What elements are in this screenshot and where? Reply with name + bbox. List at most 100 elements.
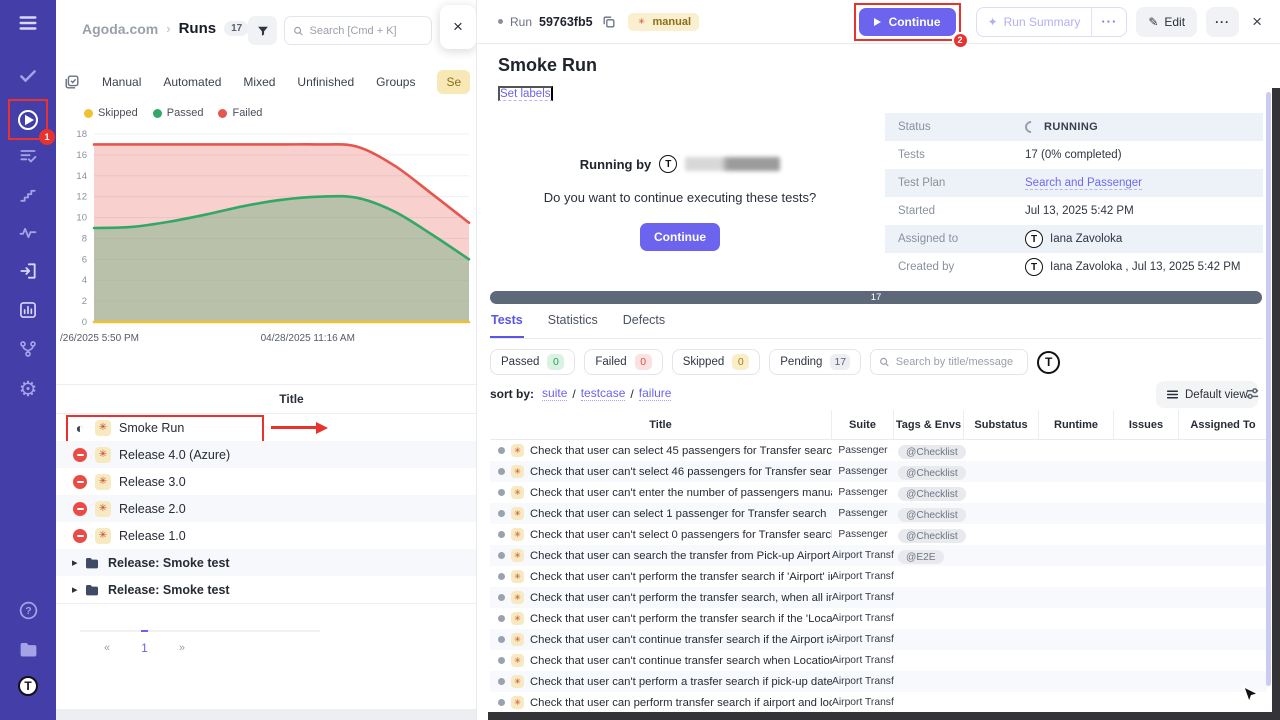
assignee-filter-avatar[interactable]: T — [1037, 350, 1061, 374]
test-list-icon[interactable] — [0, 146, 56, 166]
sign-in-icon[interactable] — [0, 261, 56, 281]
run-row[interactable]: ◐ ▸ ✳ Release: Smoke test — [56, 576, 476, 603]
status-filter-pill[interactable]: Skipped 0 — [671, 349, 761, 375]
current-page[interactable]: 1 — [141, 630, 148, 655]
blurred-username — [685, 157, 781, 171]
continue-button[interactable]: Continue — [858, 7, 956, 36]
smoke-test-icon: ✳ — [511, 633, 524, 646]
sort-option-link[interactable]: suite — [542, 386, 568, 401]
scrollbar[interactable] — [1266, 92, 1271, 686]
tests-search-input[interactable] — [895, 356, 1020, 368]
test-row[interactable]: ✳ Check that user can perform transfer s… — [490, 692, 1267, 713]
run-row[interactable]: ◐ ▸ ✳ Release 3.0 — [56, 468, 476, 495]
runs-search[interactable] — [284, 16, 432, 45]
git-branch-icon[interactable] — [0, 339, 56, 359]
run-row[interactable]: ◐ ▸ ✳ Release 1.0 — [56, 522, 476, 549]
column-header-tags[interactable]: Tags & Envs — [894, 410, 964, 439]
copy-icon[interactable] — [600, 13, 618, 31]
set-labels-link[interactable]: Set labels — [498, 86, 553, 101]
runs-filter-tab[interactable]: Mixed — [243, 75, 276, 89]
pencil-icon: ✎ — [1148, 14, 1159, 29]
run-row[interactable]: ◐ ▸ ✳ Release 4.0 (Azure) — [56, 441, 476, 468]
tests-table: Title Suite Tags & Envs Substatus Runtim… — [490, 410, 1267, 713]
runs-search-input[interactable] — [309, 24, 423, 37]
test-row[interactable]: ✳ Check that user can't select 0 passeng… — [490, 524, 1267, 545]
legend-item[interactable]: Skipped — [84, 107, 138, 119]
test-row[interactable]: ✳ Check that user can't perform a trasfe… — [490, 671, 1267, 692]
status-filter-pill[interactable]: Passed 0 — [490, 349, 576, 375]
detail-tab[interactable]: Tests — [490, 313, 524, 338]
run-row[interactable]: ◐ ▸ ✳ Smoke Run — [56, 414, 476, 443]
test-row[interactable]: ✳ Check that user can't continue transfe… — [490, 629, 1267, 650]
smoke-run-icon: ✳ — [95, 419, 111, 436]
help-icon[interactable]: ? — [0, 600, 56, 621]
breadcrumb-project[interactable]: Agoda.com — [82, 20, 159, 37]
select-all-icon[interactable] — [64, 74, 80, 90]
column-header-substatus[interactable]: Substatus — [964, 410, 1039, 439]
sort-option-link[interactable]: testcase — [580, 386, 626, 401]
status-filter-pill[interactable]: Failed 0 — [584, 349, 663, 375]
column-header-title[interactable]: Title — [490, 410, 832, 439]
activity-pulse-icon[interactable] — [0, 223, 56, 243]
runs-play-icon[interactable] — [0, 108, 56, 132]
runs-filter-tab[interactable]: Groups — [376, 75, 416, 89]
menu-icon[interactable] — [0, 12, 56, 34]
column-header-assigned[interactable]: Assigned To — [1190, 418, 1256, 431]
summary-more-button[interactable]: ··· — [1092, 14, 1126, 29]
test-row[interactable]: ✳ Check that user can select 1 passenger… — [490, 503, 1267, 524]
view-settings-icon[interactable] — [1245, 386, 1260, 404]
test-row[interactable]: ✳ Check that user can search the transfe… — [490, 545, 1267, 566]
test-row[interactable]: ✳ Check that user can't perform the tran… — [490, 608, 1267, 629]
steps-icon[interactable] — [0, 185, 56, 205]
test-row[interactable]: ✳ Check that user can select 45 passenge… — [490, 440, 1267, 461]
default-view-button[interactable]: Default view — [1156, 381, 1258, 408]
prompt-continue-button[interactable]: Continue — [640, 223, 720, 251]
bar-chart-icon[interactable] — [0, 300, 56, 320]
legend-item[interactable]: Passed — [152, 107, 203, 119]
sort-option-link[interactable]: failure — [638, 386, 672, 401]
annotation-badge-2: 2 — [951, 31, 969, 49]
runs-filter-tab[interactable]: Manual — [102, 75, 142, 89]
test-row[interactable]: ✳ Check that user can't enter the number… — [490, 482, 1267, 503]
checkmark-icon[interactable] — [0, 66, 56, 86]
runs-filter-tab[interactable]: Automated — [163, 75, 222, 89]
folder-icon[interactable] — [0, 639, 56, 660]
failed-status-icon — [73, 501, 87, 516]
more-button[interactable]: ··· — [1206, 6, 1240, 37]
panel-close-button[interactable]: × — [440, 5, 476, 49]
expand-caret-icon[interactable]: ▸ — [72, 557, 78, 569]
next-page-button[interactable]: » — [179, 632, 185, 655]
settings-gear-icon[interactable]: ⚙ — [18, 378, 38, 401]
breadcrumb: Agoda.com › Runs 17 — [82, 20, 250, 37]
test-row[interactable]: ✳ Check that user can't continue transfe… — [490, 650, 1267, 671]
column-header-runtime[interactable]: Runtime — [1039, 410, 1114, 439]
runs-filter-tab[interactable]: Unfinished — [297, 75, 355, 89]
user-avatar[interactable]: T — [0, 676, 56, 696]
run-row[interactable]: ◐ ▸ ✳ Release: Smoke test — [56, 549, 476, 576]
status-filters: Passed 0 Failed 0 Skipped 0 Pending — [490, 349, 1061, 375]
close-detail-button[interactable]: × — [1248, 12, 1266, 32]
run-row[interactable]: ◐ ▸ ✳ Release 2.0 — [56, 495, 476, 522]
legend-item[interactable]: Failed — [218, 107, 262, 119]
test-row[interactable]: ✳ Check that user can't perform the tran… — [490, 566, 1267, 587]
status-filter-pill[interactable]: Pending 17 — [769, 349, 862, 375]
tests-search[interactable] — [870, 349, 1029, 375]
detail-tab[interactable]: Statistics — [547, 313, 599, 338]
smoke-test-icon: ✳ — [511, 675, 524, 688]
detail-tab[interactable]: Defects — [622, 313, 666, 338]
column-header-issues[interactable]: Issues — [1114, 410, 1179, 439]
continue-question: Do you want to continue executing these … — [543, 190, 817, 205]
expand-caret-icon[interactable]: ▸ — [72, 584, 78, 596]
test-title: Check that user can't perform the transf… — [530, 570, 832, 583]
edit-button[interactable]: ✎ Edit — [1136, 6, 1198, 37]
svg-text:10: 10 — [76, 213, 87, 224]
column-header-suite[interactable]: Suite — [832, 410, 894, 439]
breadcrumb-page[interactable]: Runs — [178, 20, 217, 37]
runs-filter-tab[interactable]: Se — [437, 70, 471, 94]
filter-button[interactable] — [248, 16, 277, 45]
test-row[interactable]: ✳ Check that user can't perform the tran… — [490, 587, 1267, 608]
tests-table-header: Title Suite Tags & Envs Substatus Runtim… — [490, 410, 1267, 440]
test-row[interactable]: ✳ Check that user can't select 46 passen… — [490, 461, 1267, 482]
prev-page-button[interactable]: « — [104, 632, 110, 655]
run-summary-button[interactable]: ✦ Run Summary — [977, 15, 1092, 29]
